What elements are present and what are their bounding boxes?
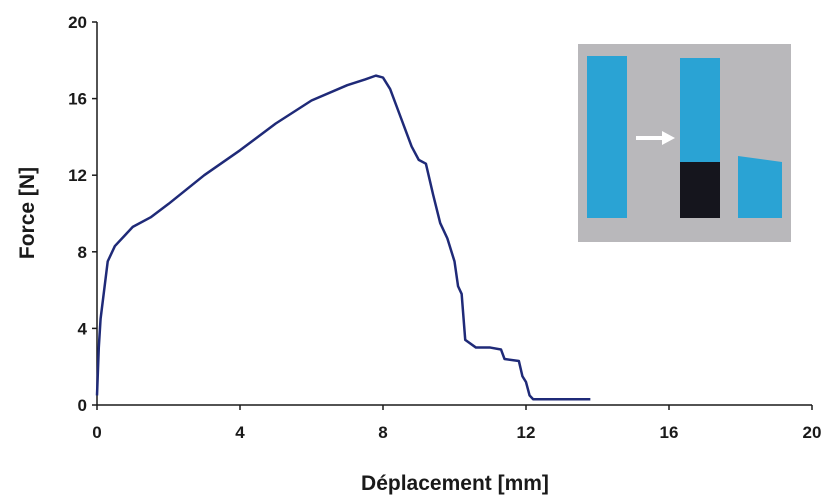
y-tick-label: 8 — [78, 243, 87, 262]
x-tick-label: 20 — [803, 423, 822, 442]
y-axis-title: Force [N] — [16, 167, 39, 259]
data-line — [95, 74, 591, 401]
x-tick-label: 4 — [235, 423, 245, 442]
y-tick-label: 16 — [68, 90, 87, 109]
y-tick-label: 12 — [68, 166, 87, 185]
x-tick-label: 8 — [378, 423, 387, 442]
x-tick-label: 0 — [92, 423, 101, 442]
y-tick-label: 0 — [78, 396, 87, 415]
y-tick-label: 20 — [68, 13, 87, 32]
x-tick-label: 12 — [517, 423, 536, 442]
x-axis-title: Déplacement [mm] — [361, 472, 549, 495]
x-tick-label: 16 — [660, 423, 679, 442]
y-tick-label: 4 — [78, 319, 88, 338]
inset-photo — [578, 44, 791, 242]
